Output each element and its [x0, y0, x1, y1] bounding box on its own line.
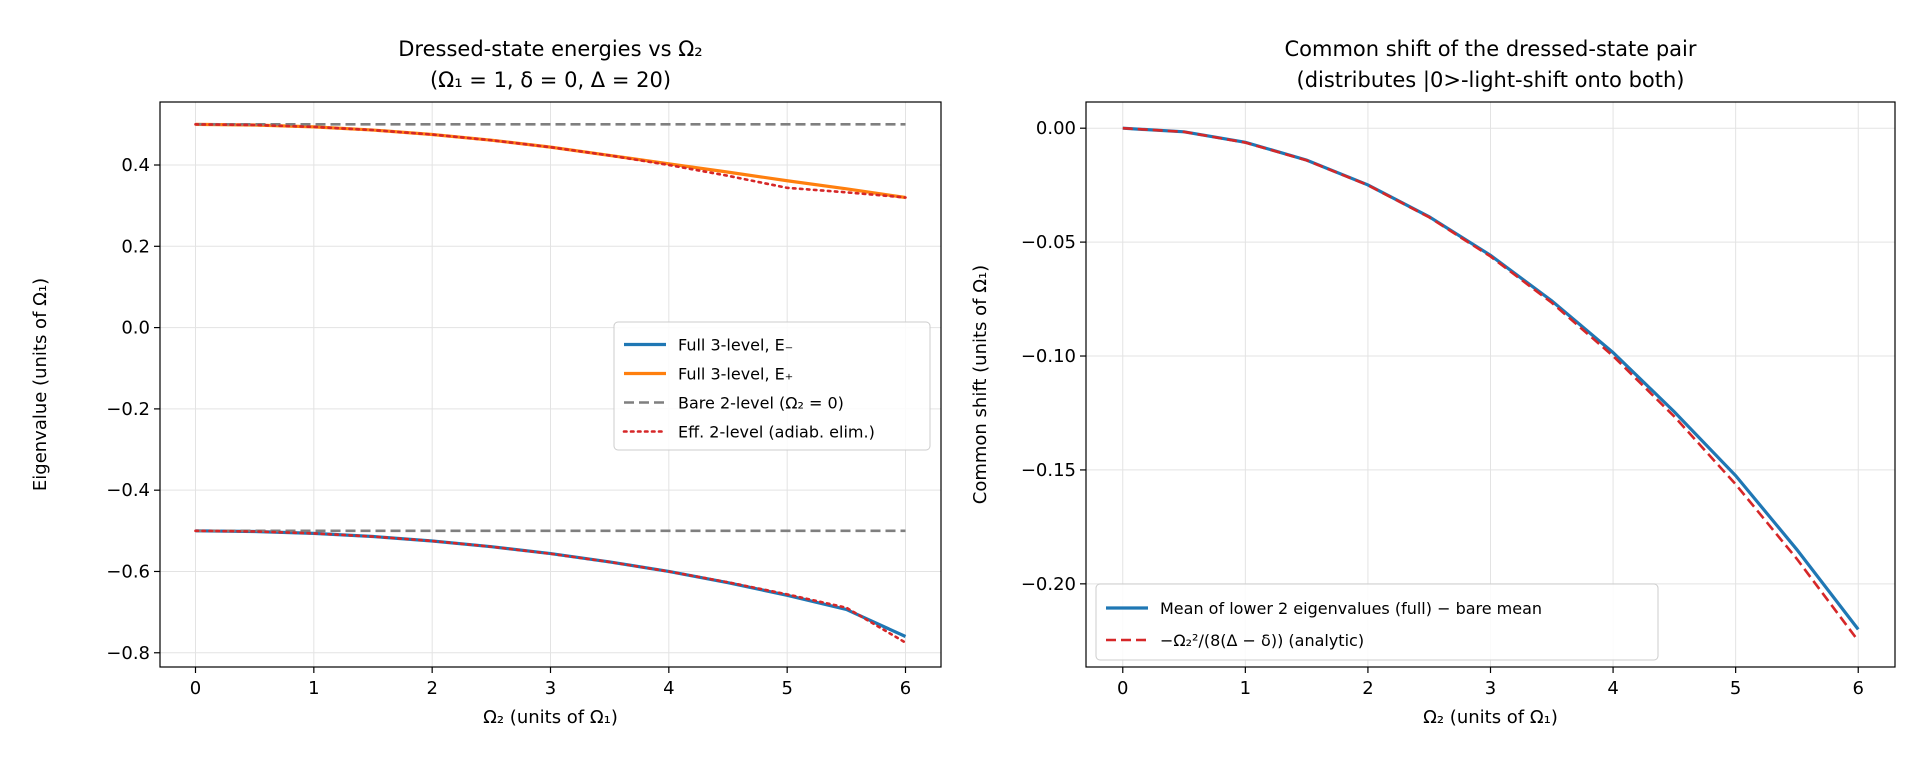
chart-title: Dressed-state energies vs Ω₂	[398, 37, 702, 61]
x-axis-label: Ω₂ (units of Ω₁)	[1423, 707, 1558, 728]
x-tick-label: 6	[900, 678, 911, 699]
x-tick-label: 0	[190, 678, 201, 699]
x-tick-label: 5	[1730, 678, 1741, 699]
x-tick-label: 6	[1853, 678, 1864, 699]
x-tick-label: 3	[1485, 678, 1496, 699]
y-tick-label: −0.10	[1021, 346, 1076, 367]
y-tick-label: −0.05	[1021, 232, 1076, 253]
chart-subtitle: (Ω₁ = 1, δ = 0, Δ = 20)	[430, 68, 671, 92]
series-line-3	[194, 529, 907, 644]
x-tick-label: 1	[308, 678, 319, 699]
y-tick-label: 0.00	[1036, 118, 1076, 139]
legend-label-1: Full 3-level, E₊	[678, 365, 793, 384]
legend-label-3: Eff. 2-level (adiab. elim.)	[678, 423, 875, 442]
x-tick-label: 4	[663, 678, 674, 699]
x-axis-label: Ω₂ (units of Ω₁)	[483, 707, 618, 728]
legend-label-0: Mean of lower 2 eigenvalues (full) − bar…	[1160, 599, 1542, 618]
legend-box	[1095, 583, 1659, 661]
y-tick-label: −0.2	[106, 399, 150, 420]
legend-label-0: Full 3-level, E₋	[678, 336, 793, 355]
x-tick-label: 5	[781, 678, 792, 699]
legend-label-2: Bare 2-level (Ω₂ = 0)	[678, 394, 844, 413]
y-axis-label: Eigenvalue (units of Ω₁)	[30, 278, 51, 491]
chart-title: Common shift of the dressed-state pair	[1284, 37, 1696, 61]
x-tick-label: 3	[545, 678, 556, 699]
x-tick-label: 2	[426, 678, 437, 699]
series-line-1	[1122, 126, 1860, 642]
x-tick-label: 4	[1607, 678, 1618, 699]
left-chart-panel: 0 1 2 3 4 5 6 −0.8 −0.6 −0.4 −0.2 0.0 0.2 0.4 Dressed-…	[30, 37, 942, 728]
y-tick-label: 0.2	[121, 236, 150, 257]
x-tick-label: 0	[1117, 678, 1128, 699]
y-tick-label: −0.15	[1021, 460, 1076, 481]
legend-label-1: −Ω₂²/(8(Δ − δ)) (analytic)	[1160, 631, 1364, 650]
y-axis-label: Common shift (units of Ω₁)	[970, 265, 991, 504]
y-tick-label: −0.6	[106, 561, 150, 582]
y-tick-label: −0.20	[1021, 574, 1076, 595]
chart-subtitle: (distributes |0>-light-shift onto both)	[1297, 68, 1685, 93]
x-tick-label: 2	[1362, 678, 1373, 699]
x-tick-label: 1	[1240, 678, 1251, 699]
legend-box	[613, 321, 931, 451]
y-tick-label: −0.8	[106, 643, 150, 664]
y-tick-label: 0.0	[121, 318, 150, 339]
series-line-3-upper	[194, 123, 907, 199]
y-tick-label: 0.4	[121, 155, 150, 176]
y-tick-label: −0.4	[106, 480, 150, 501]
right-chart-panel: 0 1 2 3 4 5 6 0.00 −0.05 −0.10 −0.15 −0.20 Common sh…	[970, 37, 1896, 728]
